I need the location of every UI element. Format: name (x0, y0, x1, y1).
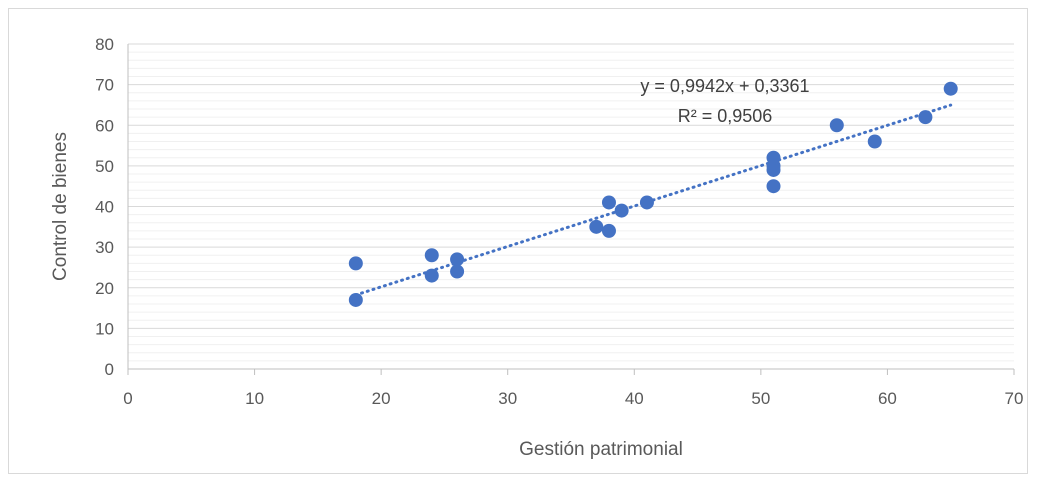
y-tick-label: 20 (95, 279, 114, 298)
data-point (424, 248, 439, 263)
data-point (589, 219, 604, 234)
y-tick-label: 80 (95, 35, 114, 54)
x-tick-label: 20 (372, 389, 391, 408)
data-points (348, 81, 958, 307)
x-axis-title: Gestión patrimonial (519, 439, 683, 460)
chart-frame (8, 8, 1028, 474)
x-tick-labels: 0 10 20 30 40 50 60 70 (123, 389, 1023, 408)
data-point (766, 179, 781, 194)
y-tick-labels: 0 10 20 30 40 50 60 70 80 (95, 35, 114, 379)
x-tick-label: 60 (878, 389, 897, 408)
data-point (348, 256, 363, 271)
data-point (601, 195, 616, 210)
y-axis-title: Control de bienes (50, 132, 71, 281)
data-point (766, 150, 781, 165)
y-tick-label: 30 (95, 238, 114, 257)
x-tick-label: 70 (1005, 389, 1024, 408)
data-point (867, 134, 882, 149)
x-tick-label: 0 (123, 389, 132, 408)
trendline-equation: y = 0,9942x + 0,3361 (640, 76, 809, 96)
x-tick-label: 50 (751, 389, 770, 408)
y-tick-label: 10 (95, 319, 114, 338)
data-point (450, 252, 465, 267)
y-tick-label: 0 (105, 360, 114, 379)
data-point (639, 195, 654, 210)
major-gridlines (128, 43, 1014, 329)
data-point (943, 81, 958, 96)
data-point (601, 223, 616, 238)
data-point (918, 110, 933, 125)
data-point (829, 118, 844, 133)
y-tick-label: 50 (95, 157, 114, 176)
x-tick-label: 30 (498, 389, 517, 408)
x-tick-label: 10 (245, 389, 264, 408)
trendline-r-squared: R² = 0,9506 (678, 106, 773, 126)
y-tick-label: 40 (95, 198, 114, 217)
minor-gridlines (128, 51, 1014, 362)
data-point (424, 268, 439, 283)
data-point (450, 264, 465, 279)
data-point (614, 203, 629, 218)
y-tick-label: 70 (95, 76, 114, 95)
data-point (348, 292, 363, 307)
x-tick-label: 40 (625, 389, 644, 408)
axes (127, 44, 1015, 375)
y-tick-label: 60 (95, 116, 114, 135)
